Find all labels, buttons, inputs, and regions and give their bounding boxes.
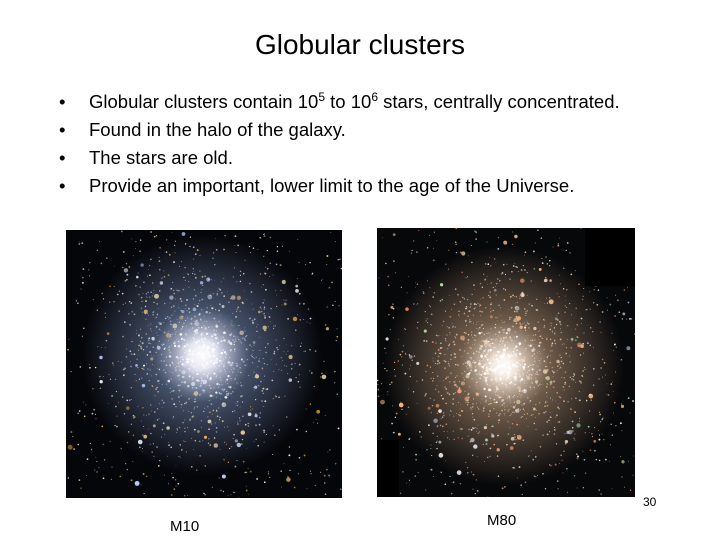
bullet-item: • Found in the halo of the galaxy. — [55, 116, 695, 144]
bullet-text: Provide an important, lower limit to the… — [89, 175, 575, 196]
bullet-item: • Provide an important, lower limit to t… — [55, 172, 695, 200]
slide-number: 30 — [643, 495, 657, 509]
bullet-marker: • — [59, 147, 66, 168]
bullet-text: Found in the halo of the galaxy. — [89, 119, 346, 140]
image-caption-m80: M80 — [487, 512, 517, 529]
globular-cluster-m10-photo — [66, 230, 342, 498]
bullet-item: • The stars are old. — [55, 144, 695, 172]
slide-title: Globular clusters — [254, 29, 466, 60]
image-caption-m10: M10 — [170, 518, 200, 535]
superscript-exponent: 5 — [318, 90, 326, 104]
bullet-marker: • — [59, 119, 66, 140]
bullet-text-part: to 10 — [325, 91, 372, 112]
bullet-item: • Globular clusters contain 105 to 106 s… — [55, 88, 695, 116]
superscript-exponent: 6 — [371, 90, 378, 104]
globular-cluster-m80-photo — [377, 228, 635, 497]
bullet-marker: • — [59, 91, 66, 112]
bullet-marker: • — [59, 175, 66, 196]
bullet-text: The stars are old. — [89, 147, 233, 168]
bullet-text-part: stars, centrally concentrated. — [378, 91, 620, 112]
bullet-list: • Globular clusters contain 105 to 106 s… — [55, 88, 695, 200]
bullet-text-part: Globular clusters contain 10 — [89, 91, 319, 112]
